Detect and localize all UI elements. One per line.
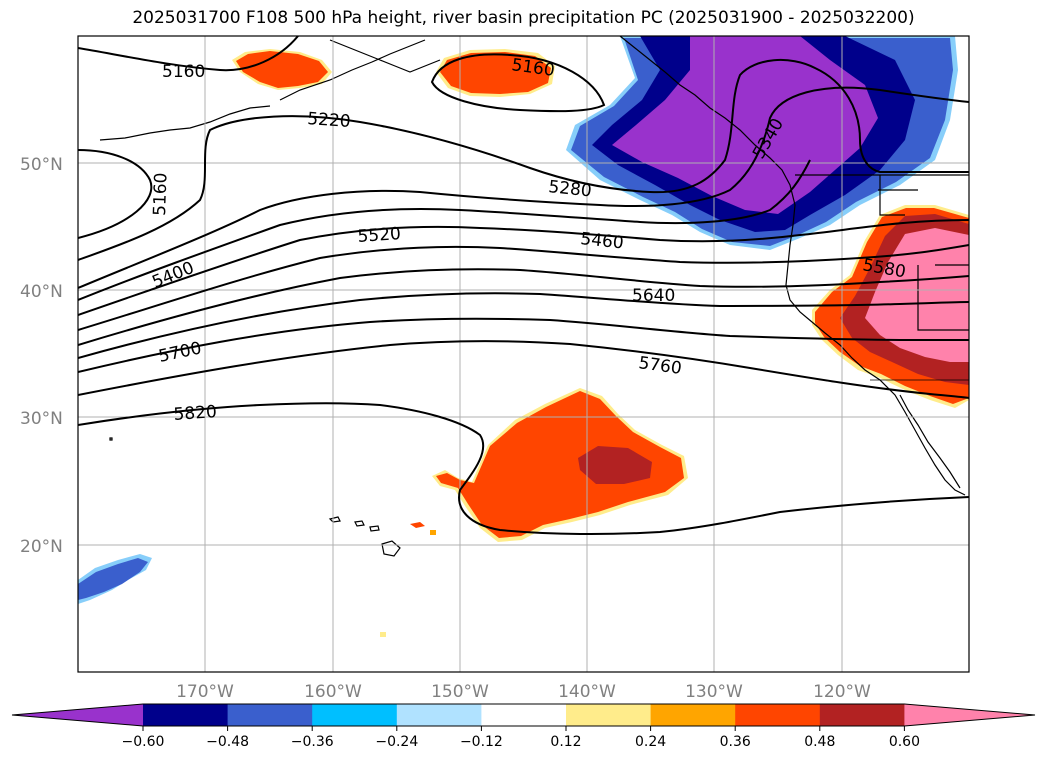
lon-label: 130°W <box>685 682 743 702</box>
colorbar: −0.60 −0.48 −0.36 −0.24 −0.12 0.12 0.24 0.36 0.4… <box>11 703 1036 750</box>
lat-label: 50°N <box>20 155 63 175</box>
colorbar-segment <box>481 704 567 726</box>
lat-axis: 50°N 40°N 30°N 20°N <box>20 155 63 557</box>
lat-label: 30°N <box>20 409 63 429</box>
hawaii-islands <box>109 437 401 557</box>
colorbar-tick-label: 0.48 <box>804 734 835 750</box>
lon-label: 120°W <box>813 682 871 702</box>
lon-label: 140°W <box>558 682 616 702</box>
contour-label-group: 5160 5160 5160 5220 5280 5340 5400 5460 … <box>149 55 907 425</box>
colorbar-segment <box>566 704 652 726</box>
map-title: 2025031700 F108 500 hPa height, river ba… <box>132 8 915 28</box>
colorbar-tick-label: 0.24 <box>635 734 666 750</box>
colorbar-tick-label: 0.36 <box>720 734 751 750</box>
lon-label: 170°W <box>176 682 234 702</box>
lon-axis: 170°W 160°W 150°W 140°W 130°W 120°W <box>176 682 871 702</box>
map-frame <box>77 35 970 673</box>
colorbar-segment <box>650 704 736 726</box>
contour-label: 5520 <box>357 224 402 247</box>
contour-label: 5640 <box>632 286 675 306</box>
colorbar-tick-label: −0.48 <box>206 734 249 750</box>
lon-label: 150°W <box>431 682 489 702</box>
colorbar-tick-label: 0.12 <box>550 734 581 750</box>
colorbar-tick-label: −0.12 <box>460 734 503 750</box>
lat-label: 40°N <box>20 282 63 302</box>
contour-label: 5820 <box>173 402 218 425</box>
colorbar-segment <box>396 704 482 726</box>
height-contours <box>78 36 969 536</box>
colorbar-segment <box>143 704 229 726</box>
lat-label: 20°N <box>20 537 63 557</box>
colorbar-segment <box>312 704 398 726</box>
colorbar-tick-label: −0.60 <box>122 734 165 750</box>
contour-label: 5220 <box>307 109 352 132</box>
contour-label: 5160 <box>162 62 205 82</box>
positive-anomaly-alaska <box>232 49 555 97</box>
contour-label: 5160 <box>150 172 171 216</box>
coastlines <box>99 36 969 496</box>
colorbar-segment <box>819 704 905 726</box>
colorbar-extend-min <box>12 704 143 726</box>
positive-anomaly-california <box>812 205 969 408</box>
contour-label: 5460 <box>579 229 624 253</box>
colorbar-tick-label: 0.60 <box>889 734 920 750</box>
gridlines <box>78 36 969 672</box>
lon-label: 160°W <box>304 682 362 702</box>
colorbar-tick-label: −0.36 <box>291 734 334 750</box>
colorbar-segment <box>735 704 821 726</box>
contour-label: 5280 <box>547 177 592 201</box>
positive-anomaly-subtropical <box>380 388 688 637</box>
colorbar-tick-label: −0.24 <box>375 734 418 750</box>
colorbar-segment <box>227 704 313 726</box>
colorbar-extend-max <box>904 704 1035 726</box>
negative-anomaly-sw <box>78 554 152 604</box>
